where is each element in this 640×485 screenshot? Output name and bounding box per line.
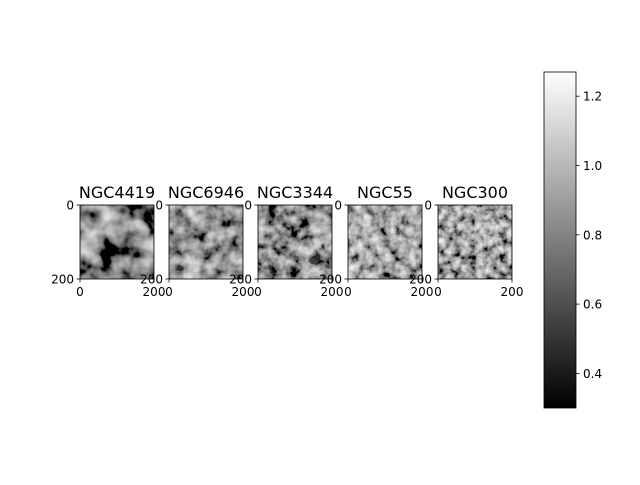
x-tick-label: 200 <box>232 285 255 299</box>
panel-title: NGC300 <box>442 183 508 202</box>
colorbar-tick-label: 1.2 <box>583 90 602 104</box>
texture-blob <box>459 205 482 220</box>
axes-frame <box>79 204 155 280</box>
texture-blob <box>485 214 508 236</box>
texture-blob <box>306 221 332 249</box>
x-tick-label: 200 <box>501 285 524 299</box>
axes-frame <box>347 204 423 280</box>
image-ngc300 <box>438 205 512 279</box>
texture-blob <box>91 255 103 268</box>
x-tick-label: 200 <box>143 285 166 299</box>
texture-blob <box>191 267 208 279</box>
texture-blob <box>121 264 136 279</box>
axes-frame <box>437 204 513 280</box>
panel-title: NGC55 <box>357 183 413 202</box>
y-tick-label: 0 <box>244 199 252 213</box>
x-tick-label: 0 <box>344 285 352 299</box>
texture-blob <box>171 251 192 273</box>
texture-blob <box>143 236 154 251</box>
texture-blob <box>362 256 383 277</box>
texture-blob <box>181 206 194 219</box>
y-tick-label: 200 <box>229 273 252 287</box>
image-ngc55 <box>348 205 422 279</box>
texture-blob <box>296 257 321 279</box>
texture-blob <box>203 243 213 253</box>
y-tick-label: 200 <box>409 273 432 287</box>
colorbar: 0.4 0.6 0.8 1.0 1.2 <box>543 71 602 409</box>
texture-blob <box>349 244 366 260</box>
x-tick-label: 0 <box>76 285 84 299</box>
y-tick-label: 200 <box>140 273 163 287</box>
x-tick-label: 0 <box>434 285 442 299</box>
y-tick-label: 0 <box>424 199 432 213</box>
texture-blob <box>295 238 323 266</box>
texture-blob <box>480 221 503 244</box>
y-tick-label: 200 <box>319 273 342 287</box>
y-tick-label: 200 <box>51 273 74 287</box>
colorbar-gradient <box>544 72 576 408</box>
y-tick-label: 0 <box>155 199 163 213</box>
x-tick-label: 200 <box>321 285 344 299</box>
image-ngc4419 <box>80 205 154 279</box>
colorbar-tick-label: 1.0 <box>583 159 602 173</box>
texture-blob <box>313 225 332 244</box>
y-tick-label: 0 <box>66 199 74 213</box>
colorbar-tick-label: 0.8 <box>583 228 602 242</box>
colorbar-tick-label: 0.6 <box>583 298 602 312</box>
texture-blob <box>129 219 150 241</box>
axes-frame <box>257 204 333 280</box>
image-ngc3344 <box>258 205 332 279</box>
axes-frame <box>168 204 244 280</box>
x-tick-label: 0 <box>165 285 173 299</box>
x-tick-label: 200 <box>411 285 434 299</box>
panel-title: NGC3344 <box>257 183 333 202</box>
x-tick-label: 0 <box>254 285 262 299</box>
image-ngc6946 <box>169 205 243 279</box>
texture-blob <box>356 235 371 250</box>
panel-title: NGC6946 <box>168 183 244 202</box>
panel-title: NGC4419 <box>79 183 155 202</box>
texture-blob <box>348 209 371 235</box>
colorbar-tick-label: 0.4 <box>583 367 602 381</box>
texture-blob <box>466 221 494 249</box>
colorbar-frame <box>543 71 577 409</box>
y-tick-label: 0 <box>334 199 342 213</box>
